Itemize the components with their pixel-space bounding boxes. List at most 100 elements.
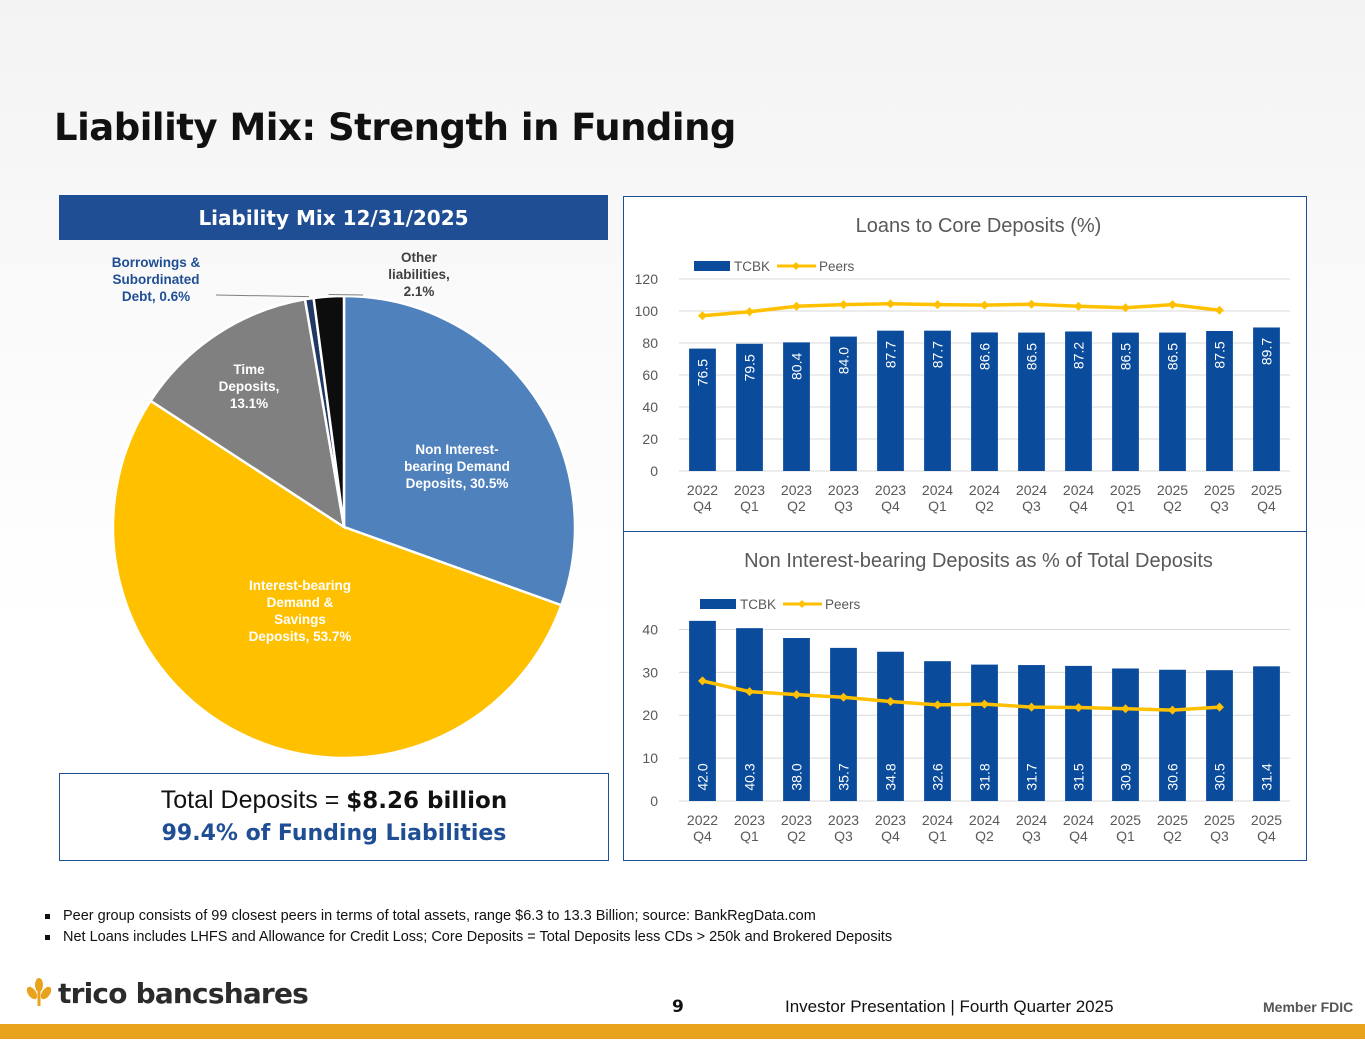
footer-accent-bar [0,1024,1365,1039]
chart-title: Loans to Core Deposits (%) [856,215,1102,237]
line-peers [702,302,1220,318]
y-tick-label: 0 [650,463,658,479]
bar-data-label: 31.5 [1071,763,1087,790]
x-tick-label-quarter: Q4 [1069,828,1088,844]
bar-tcbk [1112,668,1139,801]
bar-tcbk [1206,331,1233,471]
bar-data-label: 31.4 [1259,763,1275,790]
x-tick-label-quarter: Q2 [787,498,806,514]
line-peers-point [1168,705,1177,715]
line-peers-point [980,300,989,310]
x-tick-label-year: 2025 [1204,482,1235,498]
x-tick-label-quarter: Q2 [975,828,994,844]
pie-slice-label-line: 2.1% [404,284,435,299]
x-tick-label-quarter: Q4 [1069,498,1088,514]
legend-swatch-tcbk [700,599,736,609]
y-tick-label: 100 [635,303,659,319]
x-tick-label-quarter: Q3 [834,828,853,844]
y-tick-label: 20 [642,431,658,447]
pie-slice [111,399,563,760]
x-tick-label-year: 2022 [687,812,718,828]
bar-tcbk [924,661,951,801]
line-peers-point [1215,305,1224,315]
pie-slice-label-line: Demand & [267,595,334,610]
line-peers-point [1027,702,1036,712]
bar-tcbk [689,620,716,801]
page-title: Liability Mix: Strength in Funding [54,106,736,149]
x-tick-label-year: 2023 [828,812,859,828]
bar-tcbk [877,330,904,471]
pie-slice-label-line: Time [233,362,265,377]
bar-data-label: 31.7 [1024,763,1040,790]
non-interest-deposits-svg: Non Interest-bearing Deposits as % of To… [642,550,1290,844]
line-peers-point [745,687,754,697]
x-tick-label-year: 2023 [781,812,812,828]
legend-label-peers: Peers [825,597,861,612]
total-deposits-value: $8.26 billion [346,788,508,814]
pie-slice [148,297,346,530]
pie-slice-label-line: Borrowings & [112,255,201,270]
line-peers-point [886,299,895,309]
bar-tcbk [830,647,857,801]
x-tick-label-year: 2025 [1157,482,1188,498]
pie-slice-label: Interest-bearing Demand & Savings Deposits,… [249,578,352,644]
member-fdic-label: Member FDIC [1263,999,1354,1015]
pie-slice-label-line: liabilities, [388,267,450,282]
x-tick-label-quarter: Q4 [881,498,900,514]
legend-marker-peers [798,600,806,608]
pie-slice-label-line: Deposits, 53.7% [249,629,352,644]
y-tick-label: 40 [642,399,658,415]
bar-data-label: 76.5 [695,359,711,386]
bar-tcbk [1253,327,1280,471]
presentation-label: Investor Presentation | Fourth Quarter 2… [785,997,1114,1016]
total-deposits-box: Total Deposits = $8.26 billion 99.4% of … [59,773,609,861]
pie-slice-label: Non Interest-bearing Demand Deposits, 30.… [404,442,510,491]
bar-data-label: 86.5 [1118,343,1134,370]
pie-slice-label-line: Debt, 0.6% [122,289,190,304]
bar-data-label: 86.5 [1165,343,1181,370]
line-peers [702,679,1220,712]
pie-slice [342,294,577,607]
x-tick-label-year: 2024 [1016,482,1047,498]
bar-tcbk [1253,666,1280,801]
x-tick-label-quarter: Q4 [881,828,900,844]
y-tick-label: 60 [642,367,658,383]
x-tick-label-year: 2025 [1251,812,1282,828]
x-tick-label-year: 2024 [922,812,953,828]
line-peers-point [839,300,848,310]
pie-slice-label: Time Deposits, 13.1% [219,362,280,411]
pie-slice-label-line: Deposits, [219,379,280,394]
pie-slice-label-line: Other [401,250,438,265]
line-peers-point [1121,303,1130,313]
trico-logo: trico bancshares [24,976,309,1010]
legend-label-tcbk: TCBK [734,259,770,274]
x-tick-label-year: 2023 [781,482,812,498]
bar-data-label: 87.5 [1212,341,1228,368]
footnotes: Peer group consists of 99 closest peers … [44,906,892,948]
pie-slice-label-line: 13.1% [230,396,268,411]
x-tick-label-year: 2025 [1204,812,1235,828]
bar-data-label: 86.5 [1024,343,1040,370]
y-tick-label: 40 [642,621,658,637]
non-interest-deposits-chart: Non Interest-bearing Deposits as % of To… [623,531,1307,861]
x-tick-label-year: 2025 [1157,812,1188,828]
legend-marker-peers [792,262,800,270]
x-tick-label-quarter: Q3 [1210,498,1229,514]
bar-data-label: 86.6 [977,343,993,370]
line-peers-point [1215,702,1224,712]
x-tick-label-year: 2024 [922,482,953,498]
line-peers-point [1074,703,1083,713]
bar-tcbk [1112,332,1139,471]
bar-data-label: 35.7 [836,763,852,790]
x-tick-label-year: 2023 [875,812,906,828]
total-deposits-line: Total Deposits = $8.26 billion [60,786,608,815]
bar-data-label: 31.8 [977,763,993,790]
bar-data-label: 30.5 [1212,763,1228,790]
funding-share-text: 99.4% of Funding Liabilities [161,821,507,846]
bar-data-label: 30.9 [1118,763,1134,790]
x-tick-label-quarter: Q4 [693,828,712,844]
x-tick-label-year: 2025 [1251,482,1282,498]
x-tick-label-year: 2025 [1110,482,1141,498]
x-tick-label-quarter: Q1 [928,828,947,844]
logo-text: trico bancshares [58,976,309,1010]
